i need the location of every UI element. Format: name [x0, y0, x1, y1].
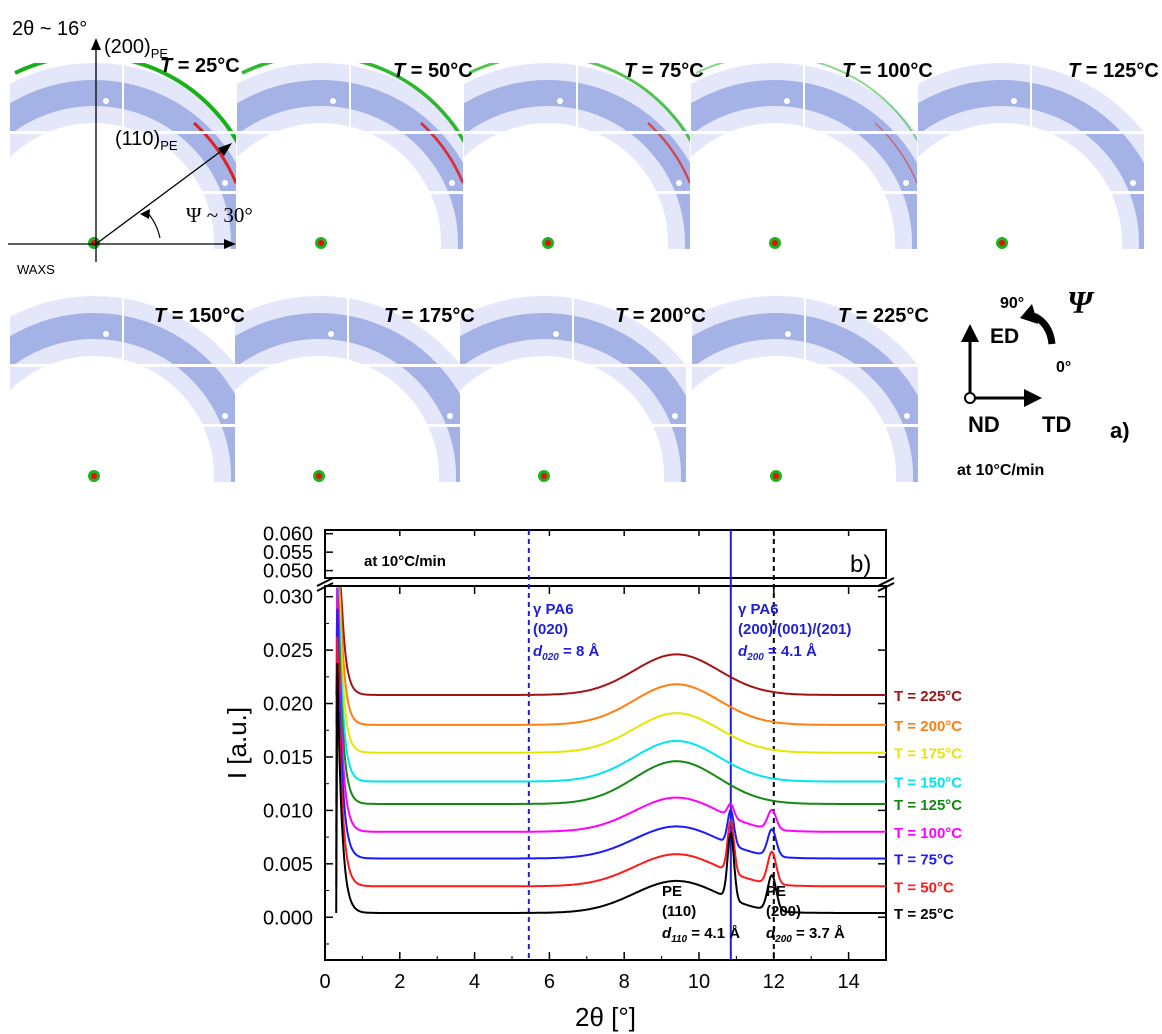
y-tick-label: 0.025 [263, 640, 313, 662]
two-theta-label: 2θ ~ 16° [12, 18, 88, 40]
waxs-pattern-125c [918, 63, 1144, 249]
temp-label-175c: T = 175°C [384, 305, 475, 327]
x-tick-label: 8 [619, 971, 630, 993]
waxs-pattern-75c [464, 63, 690, 249]
temp-label-25c: T = 25°C [160, 55, 240, 77]
x-axis-label: 2θ [°] [575, 1002, 636, 1032]
waxs-pattern-150c [10, 296, 236, 482]
axis-break-mark [316, 577, 334, 587]
y-tick-label: 0.020 [263, 694, 313, 716]
y-tick-label: 0.030 [263, 587, 313, 609]
panel-a-tag: a) [1110, 418, 1130, 443]
series-line [335, 587, 886, 696]
waxs-pattern-50c [237, 63, 463, 249]
series-line [335, 587, 886, 783]
y-tick-label-upper: 0.055 [263, 542, 313, 564]
series-legend-label: T = 175°C [894, 746, 962, 763]
upper-axes-frame [324, 529, 887, 579]
temp-label-75c: T = 75°C [624, 60, 704, 82]
annotation-pa6-020-line3: d020 = 8 Å [533, 643, 599, 663]
panel-b-tag: b) [850, 551, 871, 578]
annotation-pe-200-line1: PE [766, 883, 786, 900]
intensity-vs-two-theta-chart: 0 2 4 6 8 10 12 14 0.000 0.005 0.010 0.015 0.020 0.02… [222, 524, 962, 1032]
series-legend-label: T = 25°C [894, 906, 954, 923]
series-legend-label: T = 225°C [894, 688, 962, 705]
annotation-pa6-200-line1: γ PA6 [738, 601, 779, 618]
waxs-pattern-100c [691, 63, 917, 249]
y-tick-label: 0.005 [263, 854, 313, 876]
x-tick-label: 14 [837, 971, 859, 993]
panel-a-rate-label: at 10°C/min [957, 462, 1045, 479]
axis-break-mark [877, 582, 895, 592]
axes-90-label: 90° [1000, 295, 1025, 312]
series-legend-label: T = 150°C [894, 775, 962, 792]
y-tick-label-upper: 0.050 [263, 561, 313, 583]
series-line [335, 587, 886, 805]
temp-label-225c: T = 225°C [838, 305, 929, 327]
temp-label-125c: T = 125°C [1068, 60, 1159, 82]
y-tick-label: 0.015 [263, 747, 313, 769]
series-legend-label: T = 200°C [894, 718, 962, 735]
series-line [335, 587, 886, 754]
axes-psi-label: Ψ [1067, 284, 1093, 320]
annotation-pe-200-line2: (200) [766, 903, 801, 920]
psi-angle-label: Ψ ~ 30° [186, 203, 253, 227]
series-line [335, 663, 886, 914]
y-tick-label: 0.000 [263, 907, 313, 929]
x-tick-label: 12 [763, 971, 785, 993]
series-legend-label: T = 100°C [894, 825, 962, 842]
x-tick-label: 10 [688, 971, 710, 993]
waxs-pattern-175c [235, 296, 461, 482]
axes-td-label: TD [1042, 412, 1072, 437]
label-110-pe: (110)PE [115, 128, 178, 153]
waxs-pattern-225c [692, 296, 918, 482]
temp-label-100c: T = 100°C [842, 60, 933, 82]
pattern-annotation-overlay [8, 38, 236, 262]
y-axis-label: I [a.u.] [222, 707, 252, 779]
annotation-pa6-200-line2: (200)/(001)/(201) [738, 621, 851, 638]
annotation-pe-110-line1: PE [662, 883, 682, 900]
annotation-pa6-200-line3: d200 = 4.1 Å [738, 643, 817, 663]
waxs-pattern-25c [10, 63, 236, 249]
chart-rate-note: at 10°C/min [364, 553, 446, 570]
x-tick-label: 4 [469, 971, 480, 993]
y-tick-label-upper: 0.060 [263, 524, 313, 546]
orientation-axes-diagram [961, 304, 1056, 407]
series-legend-label: T = 75°C [894, 851, 954, 868]
waxs-pattern-200c [460, 296, 686, 482]
waxs-label: WAXS [17, 262, 55, 277]
axes-nd-label: ND [968, 412, 1000, 437]
annotation-pe-110-line3: d110 = 4.1 Å [662, 925, 740, 945]
series-line [335, 608, 886, 860]
axes-ed-label: ED [990, 325, 1020, 348]
y-tick-label: 0.010 [263, 800, 313, 822]
temp-label-150c: T = 150°C [154, 305, 245, 327]
series-line [335, 636, 886, 888]
annotation-pa6-020-line1: γ PA6 [533, 601, 574, 618]
x-tick-label: 0 [319, 971, 330, 993]
lower-axes-frame [324, 585, 887, 961]
temp-label-200c: T = 200°C [615, 305, 706, 327]
x-tick-label: 2 [394, 971, 405, 993]
label-200-pe: (200)PE [104, 36, 169, 61]
x-tick-label: 6 [544, 971, 555, 993]
series-legend-label: T = 125°C [894, 797, 962, 814]
annotation-pe-200-line3: d200 = 3.7 Å [766, 925, 845, 945]
series-line [335, 587, 886, 833]
series-line [335, 587, 886, 726]
series-legend-label: T = 50°C [894, 879, 954, 896]
annotation-pe-110-line2: (110) [662, 903, 696, 920]
annotation-pa6-020-line2: (020) [533, 621, 568, 638]
temp-label-50c: T = 50°C [393, 60, 473, 82]
axis-break-mark [877, 577, 895, 587]
axes-0-label: 0° [1056, 359, 1072, 376]
